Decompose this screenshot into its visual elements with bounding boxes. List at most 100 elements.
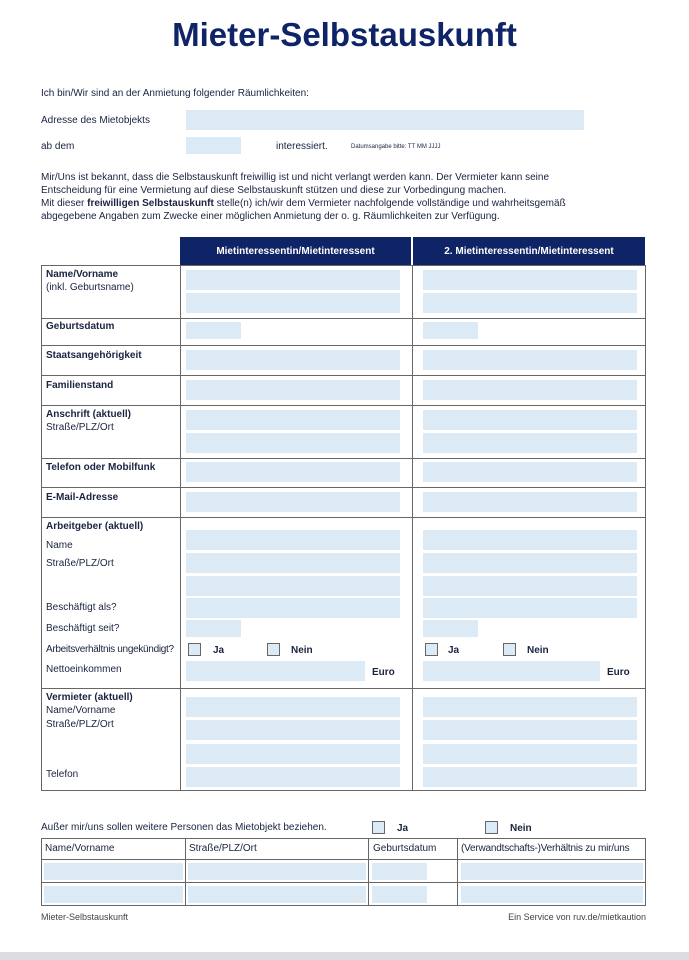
nation-label: Staatsangehörigkeit xyxy=(46,350,142,361)
applicant2-net-income-input[interactable] xyxy=(423,661,600,681)
applicant2-address-input[interactable] xyxy=(423,410,637,430)
applicant1-phone-input[interactable] xyxy=(186,462,400,482)
divider xyxy=(185,838,186,906)
applicant1-birthname-input[interactable] xyxy=(186,293,400,313)
others-yes-label: Ja xyxy=(397,823,409,834)
address-input[interactable] xyxy=(186,110,584,130)
applicant1-address-input[interactable] xyxy=(186,410,400,430)
date-hint: Datumsangabe bitte: TT MM JJJJ xyxy=(351,144,441,150)
applicant2-no-checkbox[interactable] xyxy=(503,643,516,656)
applicant1-employer-address-input[interactable] xyxy=(186,553,400,573)
applicant1-net-income-input[interactable] xyxy=(186,661,365,681)
net-income-label: Nettoeinkommen xyxy=(46,664,122,675)
applicant1-employer-address2-input[interactable] xyxy=(186,576,400,596)
applicant1-employed-since-input[interactable] xyxy=(186,620,241,637)
applicant2-birthdate-input[interactable] xyxy=(423,322,478,339)
applicant2-employed-since-input[interactable] xyxy=(423,620,478,637)
applicant2-yes-checkbox[interactable] xyxy=(425,643,438,656)
others-relation-input[interactable] xyxy=(461,886,643,903)
applicant1-employed-as-input[interactable] xyxy=(186,598,400,618)
para-bold: freiwilligen Selbstauskunft xyxy=(87,198,214,209)
from-date-input[interactable] xyxy=(186,137,241,154)
others-address-input[interactable] xyxy=(188,886,366,903)
applicant1-landlord-address2-input[interactable] xyxy=(186,744,400,764)
divider xyxy=(41,345,646,346)
applicant1-landlord-phone-input[interactable] xyxy=(186,767,400,787)
from-label: ab dem xyxy=(41,141,75,152)
others-header-name: Name/Vorname xyxy=(45,843,115,854)
divider xyxy=(41,517,646,518)
applicant2-employer-name-input[interactable] xyxy=(423,530,637,550)
applicant1-employer-name-input[interactable] xyxy=(186,530,400,550)
applicant2-employer-address2-input[interactable] xyxy=(423,576,637,596)
others-yes-checkbox[interactable] xyxy=(372,821,385,834)
applicant2-email-input[interactable] xyxy=(423,492,637,512)
intro-text: Ich bin/Wir sind an der Anmietung folgen… xyxy=(41,88,309,99)
applicant1-address2-input[interactable] xyxy=(186,433,400,453)
others-name-input[interactable] xyxy=(44,863,183,880)
applicant1-email-input[interactable] xyxy=(186,492,400,512)
applicant1-birthdate-input[interactable] xyxy=(186,322,241,339)
others-birthdate-input[interactable] xyxy=(372,886,427,903)
yes-label: Ja xyxy=(448,645,460,656)
applicant2-employed-as-input[interactable] xyxy=(423,598,637,618)
others-table xyxy=(41,838,646,906)
applicant2-landlord-address-input[interactable] xyxy=(423,720,637,740)
divider xyxy=(41,405,646,406)
landlord-label: Vermieter (aktuell) xyxy=(46,692,133,703)
applicant2-landlord-phone-input[interactable] xyxy=(423,767,637,787)
others-birthdate-input[interactable] xyxy=(372,863,427,880)
divider xyxy=(41,859,646,860)
applicant2-employer-address-input[interactable] xyxy=(423,553,637,573)
applicant2-landlord-address2-input[interactable] xyxy=(423,744,637,764)
employer-address-label: Straße/PLZ/Ort xyxy=(46,558,114,569)
unterminated-label: Arbeitsverhältnis ungekündigt? xyxy=(46,644,174,655)
footer-right: Ein Service von ruv.de/mietkaution xyxy=(508,912,646,922)
others-question: Außer mir/uns sollen weitere Personen da… xyxy=(41,822,327,833)
divider xyxy=(180,265,181,790)
main-table xyxy=(41,265,646,791)
name-label: Name/Vorname xyxy=(46,269,119,280)
divider xyxy=(368,838,369,906)
applicant1-nationality-input[interactable] xyxy=(186,350,400,370)
para-line: Entscheidung für eine Vermietung auf die… xyxy=(41,185,507,196)
divider xyxy=(41,487,646,488)
applicant2-phone-input[interactable] xyxy=(423,462,637,482)
divider xyxy=(457,838,458,906)
employer-name-label: Name xyxy=(46,540,73,551)
euro-label: Euro xyxy=(607,667,630,678)
others-relation-input[interactable] xyxy=(461,863,643,880)
divider xyxy=(41,318,646,319)
family-label: Familienstand xyxy=(46,380,114,391)
others-header-birthdate: Geburtsdatum xyxy=(373,843,437,854)
para-line: abgegebene Angaben zum Zwecke einer mögl… xyxy=(41,211,500,222)
applicant2-address2-input[interactable] xyxy=(423,433,637,453)
applicant1-landlord-address-input[interactable] xyxy=(186,720,400,740)
applicant1-no-checkbox[interactable] xyxy=(267,643,280,656)
others-address-input[interactable] xyxy=(188,863,366,880)
divider xyxy=(41,458,646,459)
birth-label: Geburtsdatum xyxy=(46,321,115,332)
landlord-name-label: Name/Vorname xyxy=(46,705,116,716)
no-label: Nein xyxy=(291,645,313,656)
email-label: E-Mail-Adresse xyxy=(46,492,119,503)
euro-label: Euro xyxy=(372,667,395,678)
header-applicant-2: 2. Mietinteressentin/Mietinteressent xyxy=(413,237,645,265)
applicant2-nationality-input[interactable] xyxy=(423,350,637,370)
no-label: Nein xyxy=(527,645,549,656)
applicant1-landlord-name-input[interactable] xyxy=(186,697,400,717)
name-sub-label: (inkl. Geburtsname) xyxy=(46,282,134,293)
applicant1-name-input[interactable] xyxy=(186,270,400,290)
applicant1-yes-checkbox[interactable] xyxy=(188,643,201,656)
divider xyxy=(41,375,646,376)
applicant2-landlord-name-input[interactable] xyxy=(423,697,637,717)
others-no-checkbox[interactable] xyxy=(485,821,498,834)
employer-label: Arbeitgeber (aktuell) xyxy=(46,521,144,532)
address-label: Adresse des Mietobjekts xyxy=(41,115,150,126)
applicant2-birthname-input[interactable] xyxy=(423,293,637,313)
others-name-input[interactable] xyxy=(44,886,183,903)
applicant1-family-input[interactable] xyxy=(186,380,400,400)
header-applicant-1: Mietinteressentin/Mietinteressent xyxy=(180,237,411,265)
applicant2-family-input[interactable] xyxy=(423,380,637,400)
applicant2-name-input[interactable] xyxy=(423,270,637,290)
